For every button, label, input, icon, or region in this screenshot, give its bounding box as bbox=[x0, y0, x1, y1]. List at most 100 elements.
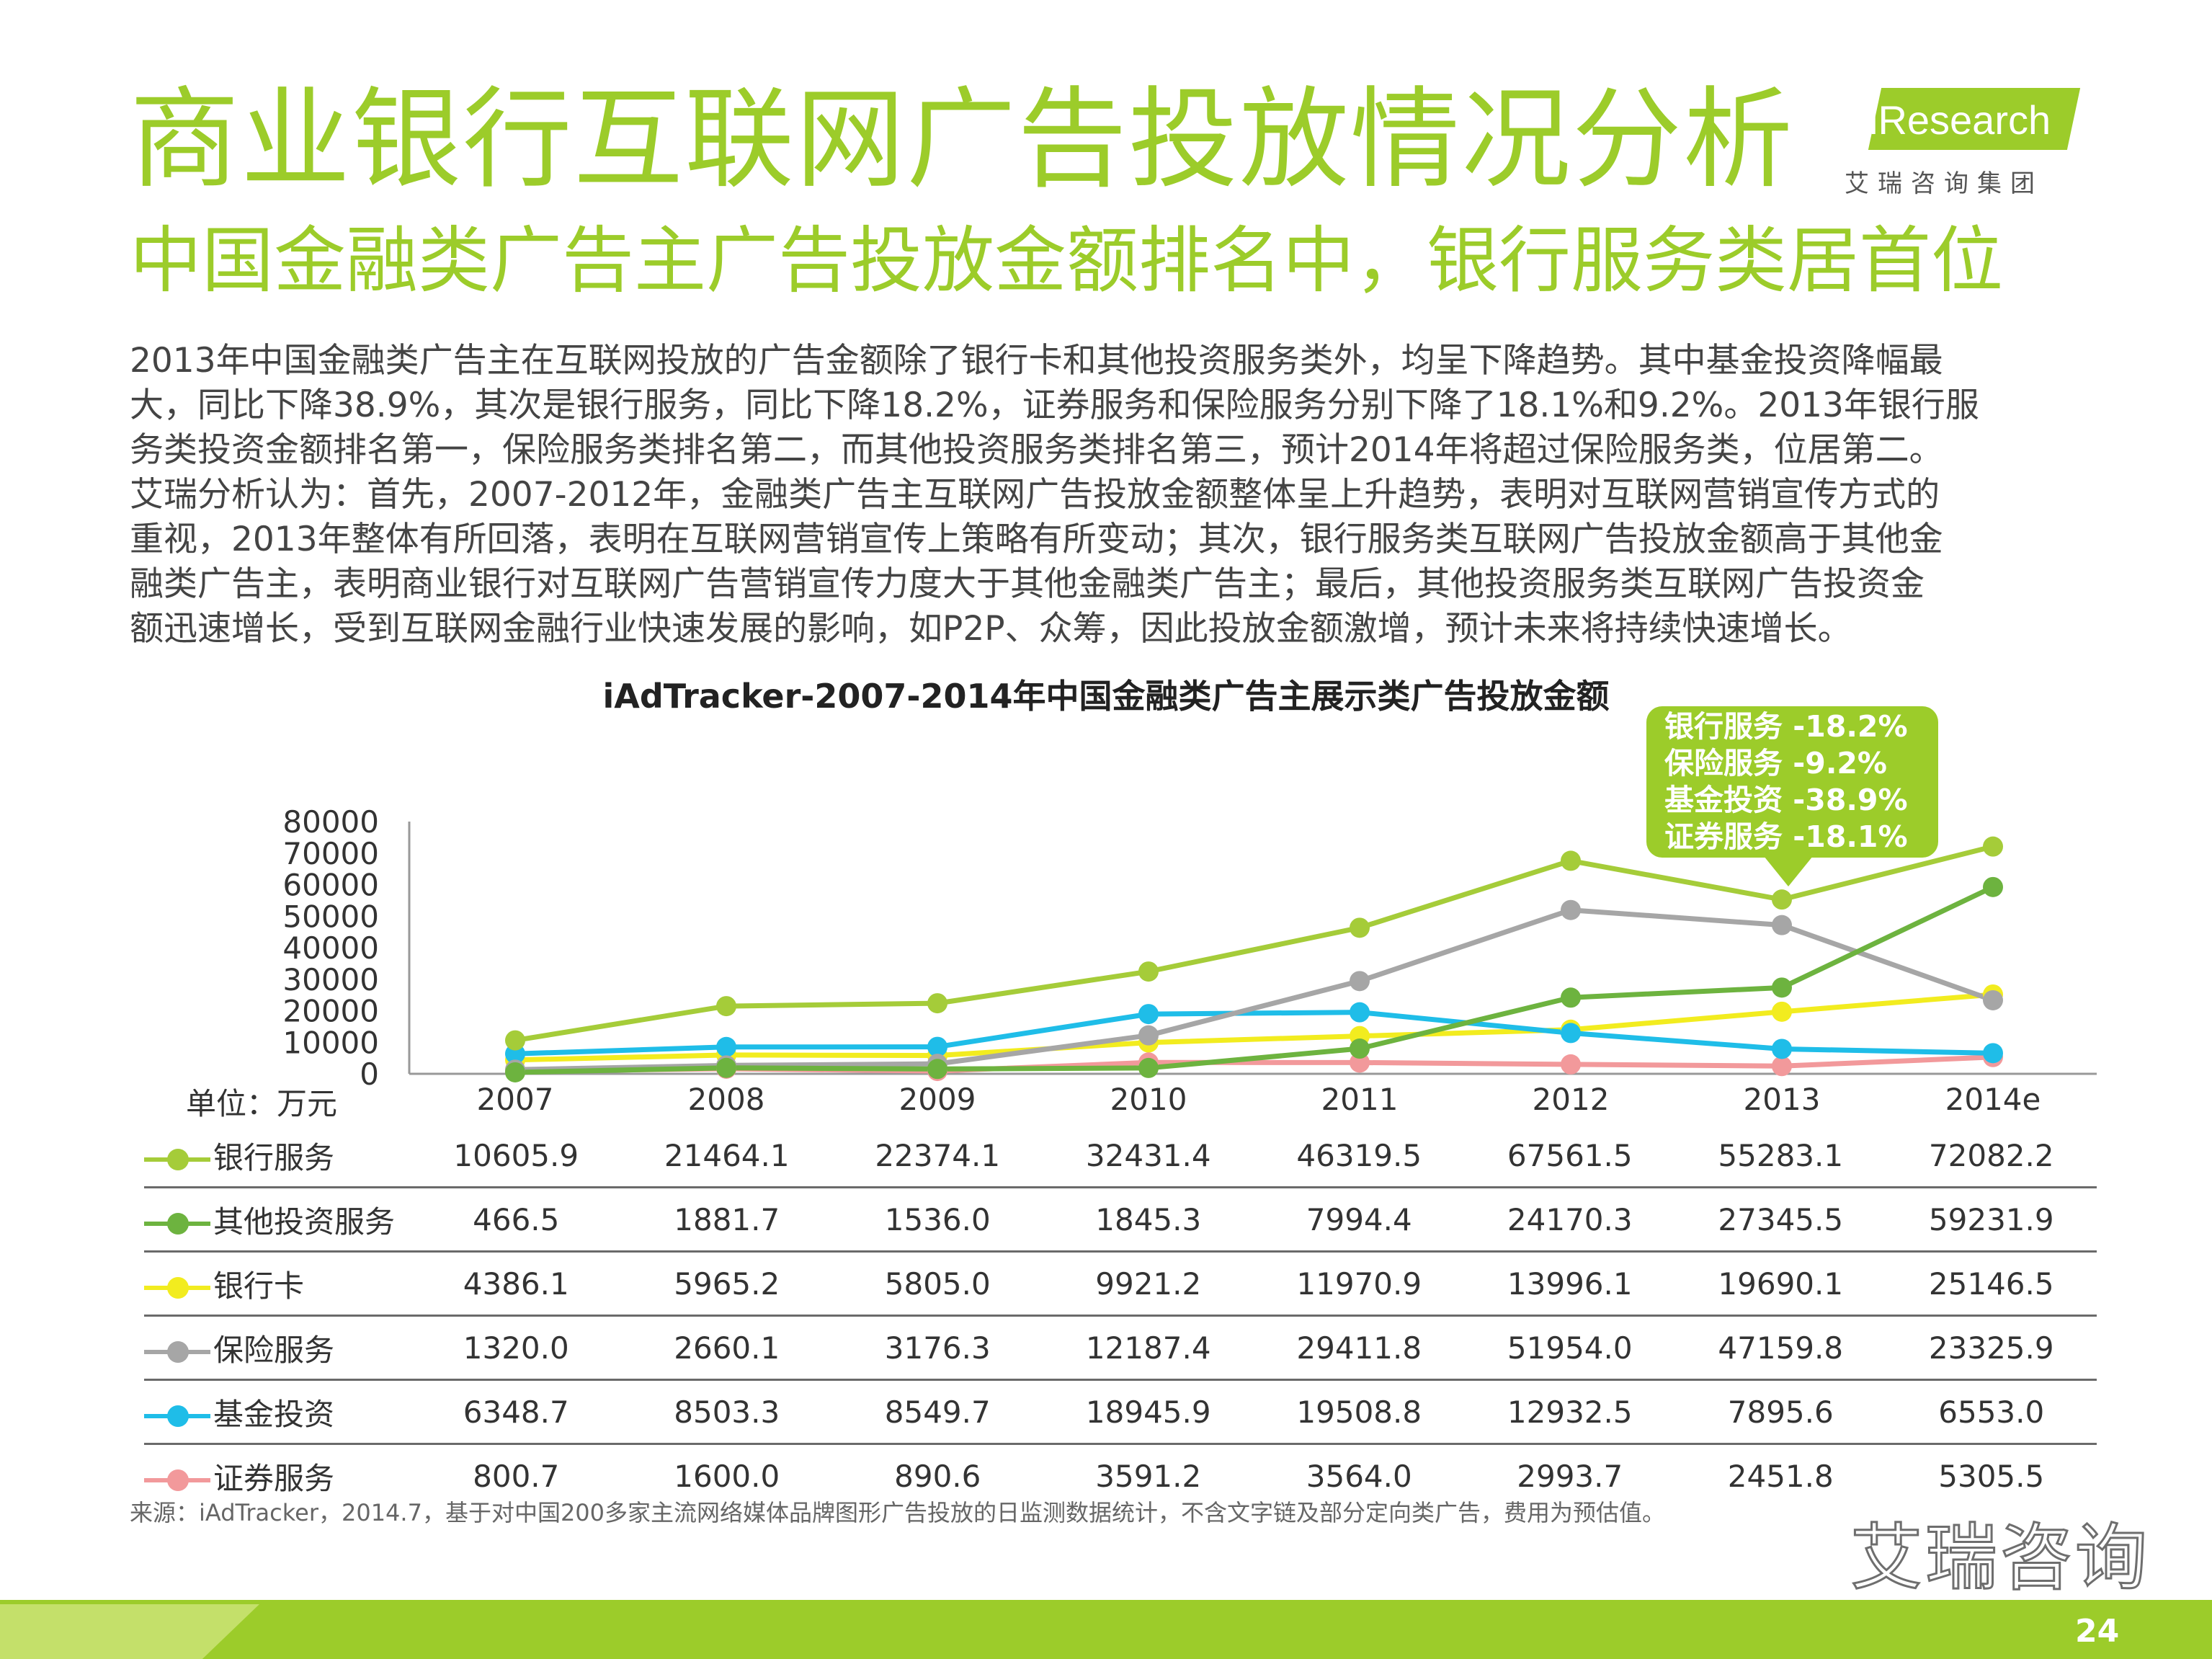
value-cell: 29411.8 bbox=[1296, 1330, 1422, 1366]
value-cell: 7994.4 bbox=[1306, 1201, 1412, 1237]
unit-label: 单位：万元 bbox=[186, 1086, 338, 1121]
callout-line: 保险服务 -9.2% bbox=[1664, 746, 1888, 780]
series-cell: 银行卡 bbox=[144, 1252, 411, 1316]
paragraph-line: 重视，2013年整体有所回落，表明在互联网营销宣传上策略有所变动；其次，银行服务… bbox=[130, 520, 1943, 559]
table-row: 银行卡 4386.1 5965.2 5805.0 9921.2 11970.9 13996.… bbox=[144, 1252, 2097, 1316]
y-tick-label: 30000 bbox=[282, 962, 379, 997]
data-point bbox=[1138, 1025, 1159, 1046]
data-point bbox=[1561, 1023, 1581, 1044]
chart-title: iAdTracker-2007-2014年中国金融类广告主展示类广告投放金额 bbox=[602, 677, 1610, 716]
series-name: 证券服务 bbox=[213, 1460, 335, 1496]
value-cell: 3564.0 bbox=[1306, 1458, 1412, 1494]
data-point bbox=[1350, 917, 1370, 938]
callout-line: 银行服务 -18.2% bbox=[1664, 709, 1908, 744]
value-cell: 25146.5 bbox=[1928, 1266, 2054, 1302]
value-cell: 1881.7 bbox=[674, 1201, 780, 1237]
table-row: 其他投资服务 466.5 1881.7 1536.0 1845.3 7994.4 24170… bbox=[144, 1188, 2097, 1252]
value-cell: 1536.0 bbox=[884, 1201, 991, 1237]
paragraph-line: 务类投资金额排名第一，保险服务类排名第二，而其他投资服务类排名第三，预计2014… bbox=[130, 430, 1943, 470]
value-cell: 1600.0 bbox=[674, 1458, 780, 1494]
paragraph-line: 艾瑞分析认为：首先，2007-2012年，金融类广告主互联网广告投放金额整体呈上… bbox=[130, 475, 1940, 515]
value-cell: 5965.2 bbox=[674, 1266, 780, 1302]
value-cell: 46319.5 bbox=[1296, 1137, 1422, 1173]
y-tick-label: 20000 bbox=[282, 994, 379, 1029]
data-point bbox=[1561, 899, 1581, 920]
series-cell: 银行服务 bbox=[144, 1124, 411, 1188]
data-point bbox=[1983, 876, 2003, 897]
legend-marker-icon bbox=[144, 1341, 210, 1363]
value-cell: 11970.9 bbox=[1296, 1266, 1422, 1302]
value-cell: 890.6 bbox=[894, 1458, 981, 1494]
y-tick-label: 10000 bbox=[282, 1025, 379, 1060]
value-cell: 19690.1 bbox=[1718, 1266, 1844, 1302]
legend-marker-icon bbox=[144, 1277, 210, 1299]
series-line bbox=[514, 844, 1994, 1044]
data-point bbox=[1138, 1004, 1159, 1025]
data-point bbox=[1561, 987, 1581, 1008]
data-point bbox=[1350, 1038, 1370, 1059]
x-tick-label: 2009 bbox=[899, 1082, 976, 1117]
data-point bbox=[1138, 961, 1159, 982]
value-cell: 24170.3 bbox=[1507, 1201, 1633, 1237]
data-point bbox=[1138, 1057, 1159, 1078]
series-cell: 其他投资服务 bbox=[144, 1188, 411, 1252]
iresearch-logo: iResearch 艾瑞咨询集团 bbox=[1845, 81, 2090, 198]
series-name: 基金投资 bbox=[213, 1396, 335, 1432]
y-tick-label: 80000 bbox=[282, 804, 379, 840]
value-cell: 8549.7 bbox=[884, 1394, 991, 1430]
data-point bbox=[716, 1057, 736, 1078]
data-point bbox=[1772, 915, 1792, 935]
page-subtitle: 中国金融类广告主广告投放金额排名中，银行服务类居首位 bbox=[130, 218, 2003, 303]
series-name: 其他投资服务 bbox=[213, 1204, 396, 1240]
value-cell: 67561.5 bbox=[1507, 1137, 1633, 1173]
value-cell: 5805.0 bbox=[884, 1266, 991, 1302]
callout-line: 基金投资 -38.9% bbox=[1664, 783, 1908, 817]
data-point bbox=[505, 1030, 525, 1051]
y-tick-label: 60000 bbox=[282, 868, 379, 903]
series-cell: 保险服务 bbox=[144, 1316, 411, 1380]
table-row: 银行服务 10605.9 21464.1 22374.1 32431.4 46319.5 6… bbox=[144, 1124, 2097, 1188]
data-point bbox=[927, 1059, 947, 1080]
x-tick-label: 2008 bbox=[688, 1082, 765, 1117]
y-tick-label: 0 bbox=[360, 1057, 379, 1092]
legend-marker-icon bbox=[144, 1149, 210, 1170]
data-point bbox=[1772, 889, 1792, 910]
value-cell: 4386.1 bbox=[463, 1266, 569, 1302]
data-point bbox=[1772, 1056, 1792, 1077]
data-point bbox=[1772, 1038, 1792, 1059]
value-cell: 3591.2 bbox=[1095, 1458, 1202, 1494]
value-cell: 1845.3 bbox=[1095, 1201, 1202, 1237]
table-row: 基金投资 6348.7 8503.3 8549.7 18945.9 19508.8 1293… bbox=[144, 1380, 2097, 1444]
line-chart: 0100002000030000400005000060000700008000… bbox=[282, 804, 2097, 1117]
value-cell: 27345.5 bbox=[1718, 1201, 1844, 1237]
value-cell: 8503.3 bbox=[674, 1394, 780, 1430]
series-line bbox=[514, 907, 1994, 1072]
value-cell: 55283.1 bbox=[1718, 1137, 1844, 1173]
page-number: 24 bbox=[2075, 1613, 2120, 1650]
yoy-callout bbox=[1646, 706, 1938, 858]
watermark: 艾瑞咨询 bbox=[1850, 1515, 2150, 1601]
value-cell: 9921.2 bbox=[1095, 1266, 1202, 1302]
series-name: 保险服务 bbox=[213, 1332, 335, 1368]
series-name: 银行卡 bbox=[213, 1268, 305, 1304]
data-point bbox=[1772, 1001, 1792, 1022]
logo-subtitle: 艾瑞咨询集团 bbox=[1845, 169, 2043, 198]
value-cell: 32431.4 bbox=[1085, 1137, 1211, 1173]
x-tick-label: 2011 bbox=[1321, 1082, 1399, 1117]
table-row: 证券服务 800.7 1600.0 890.6 3591.2 3564.0 2993.7 24… bbox=[144, 1444, 2097, 1508]
x-tick-label: 2014e bbox=[1945, 1082, 2041, 1117]
data-point bbox=[716, 996, 736, 1017]
value-cell: 1320.0 bbox=[463, 1330, 569, 1366]
legend-marker-icon bbox=[144, 1213, 210, 1235]
data-table: 银行服务 10605.9 21464.1 22374.1 32431.4 46319.5 6… bbox=[144, 1124, 2097, 1507]
table-row: 保险服务 1320.0 2660.1 3176.3 12187.4 29411.8 5195… bbox=[144, 1316, 2097, 1380]
x-tick-label: 2013 bbox=[1744, 1082, 1821, 1117]
value-cell: 12187.4 bbox=[1085, 1330, 1211, 1366]
paragraph-line: 额迅速增长，受到互联网金融行业快速发展的影响，如P2P、众筹，因此投放金额激增，… bbox=[130, 609, 1852, 649]
data-point bbox=[1350, 1002, 1370, 1023]
value-cell: 12932.5 bbox=[1507, 1394, 1633, 1430]
value-cell: 2660.1 bbox=[674, 1330, 780, 1366]
y-tick-label: 40000 bbox=[282, 930, 379, 966]
data-point bbox=[1983, 836, 2003, 857]
x-tick-label: 2007 bbox=[477, 1082, 554, 1117]
